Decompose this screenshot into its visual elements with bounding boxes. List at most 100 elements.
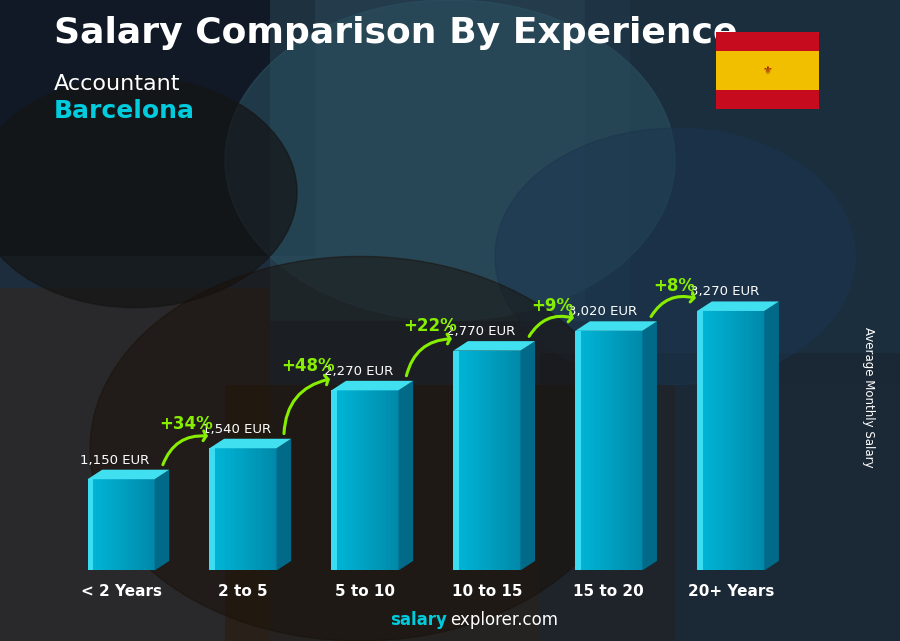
Bar: [698, 311, 699, 570]
Bar: [625, 331, 627, 570]
Bar: [394, 390, 397, 570]
Polygon shape: [643, 321, 657, 570]
Bar: [336, 390, 338, 570]
Text: +22%: +22%: [403, 317, 457, 335]
Bar: [491, 351, 494, 570]
Bar: [338, 390, 340, 570]
Bar: [458, 351, 460, 570]
Bar: [496, 351, 499, 570]
Bar: [584, 331, 587, 570]
Bar: [706, 311, 708, 570]
Bar: [518, 351, 520, 570]
Bar: [331, 390, 337, 570]
Bar: [241, 448, 243, 570]
Bar: [760, 311, 762, 570]
Bar: [616, 331, 618, 570]
Bar: [758, 311, 760, 570]
Bar: [604, 331, 607, 570]
Text: +9%: +9%: [531, 297, 573, 315]
Bar: [352, 390, 354, 570]
Bar: [356, 390, 358, 570]
Bar: [225, 448, 228, 570]
Bar: [148, 479, 150, 570]
Bar: [622, 331, 625, 570]
Bar: [150, 479, 153, 570]
Bar: [125, 479, 128, 570]
Bar: [634, 331, 636, 570]
Bar: [478, 351, 481, 570]
Bar: [243, 448, 246, 570]
Bar: [716, 51, 819, 90]
Text: Accountant: Accountant: [54, 74, 181, 94]
Text: 1,540 EUR: 1,540 EUR: [202, 422, 272, 436]
Bar: [219, 448, 220, 570]
Polygon shape: [331, 381, 413, 390]
Bar: [744, 311, 747, 570]
Text: 2,270 EUR: 2,270 EUR: [324, 365, 393, 378]
Bar: [114, 479, 117, 570]
Bar: [245, 448, 248, 570]
Bar: [602, 331, 605, 570]
Bar: [755, 311, 758, 570]
Bar: [101, 479, 104, 570]
Bar: [711, 311, 713, 570]
Bar: [726, 311, 729, 570]
Bar: [713, 311, 716, 570]
Bar: [578, 331, 580, 570]
Bar: [742, 311, 744, 570]
Bar: [258, 448, 261, 570]
Bar: [374, 390, 376, 570]
Polygon shape: [155, 470, 169, 570]
Bar: [593, 331, 596, 570]
Bar: [733, 311, 735, 570]
Bar: [228, 448, 230, 570]
Polygon shape: [575, 321, 657, 331]
Bar: [722, 311, 725, 570]
Bar: [347, 390, 349, 570]
Text: +34%: +34%: [159, 415, 213, 433]
Bar: [87, 479, 93, 570]
Bar: [261, 448, 264, 570]
Bar: [600, 331, 602, 570]
Bar: [123, 479, 126, 570]
Bar: [267, 448, 270, 570]
Bar: [263, 448, 266, 570]
Text: ⚜: ⚜: [762, 65, 772, 76]
Bar: [640, 331, 643, 570]
Bar: [92, 479, 94, 570]
Bar: [454, 351, 459, 570]
Text: Barcelona: Barcelona: [54, 99, 195, 123]
Bar: [212, 448, 214, 570]
Bar: [762, 311, 764, 570]
Bar: [225, 385, 675, 641]
Bar: [216, 448, 219, 570]
Text: +48%: +48%: [282, 357, 335, 375]
Bar: [345, 390, 347, 570]
Bar: [728, 311, 731, 570]
Bar: [617, 331, 620, 570]
Bar: [238, 448, 241, 570]
Bar: [635, 331, 638, 570]
Bar: [473, 351, 476, 570]
Bar: [540, 353, 900, 641]
Bar: [272, 448, 274, 570]
Bar: [152, 479, 155, 570]
Bar: [735, 311, 738, 570]
Text: +8%: +8%: [653, 278, 695, 296]
Bar: [580, 331, 582, 570]
Bar: [254, 448, 256, 570]
Bar: [753, 311, 756, 570]
Bar: [631, 331, 634, 570]
Circle shape: [90, 256, 630, 641]
Bar: [607, 331, 609, 570]
Bar: [99, 479, 101, 570]
Bar: [132, 479, 135, 570]
Bar: [509, 351, 512, 570]
Bar: [699, 311, 702, 570]
Bar: [591, 331, 593, 570]
Bar: [340, 390, 343, 570]
Bar: [387, 390, 390, 570]
Bar: [702, 311, 704, 570]
Bar: [146, 479, 148, 570]
Polygon shape: [399, 381, 413, 570]
